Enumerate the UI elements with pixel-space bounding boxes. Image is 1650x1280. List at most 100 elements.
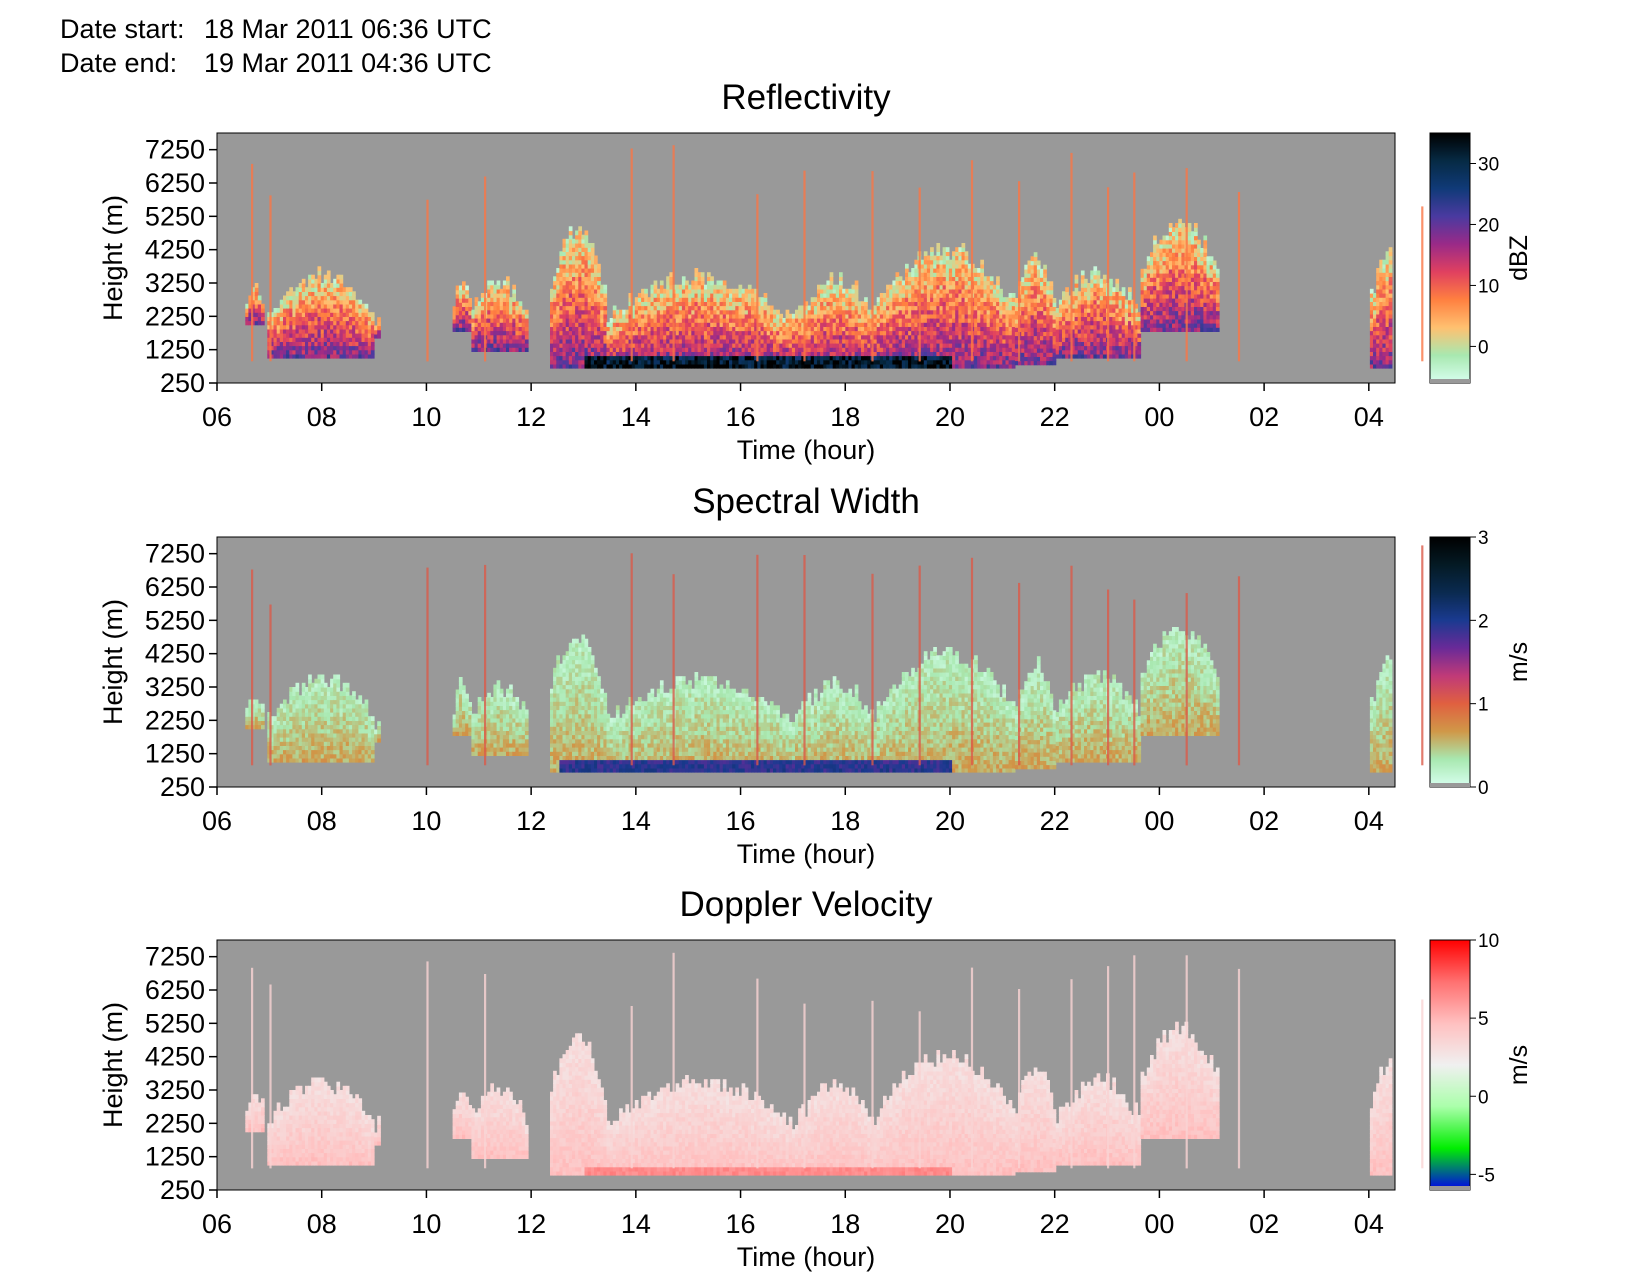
heatmap-cell (333, 299, 337, 305)
heatmap-cell (936, 318, 941, 323)
heatmap-cell (1046, 335, 1050, 341)
heatmap-cell (807, 347, 812, 352)
heatmap-cell (1099, 278, 1104, 284)
heatmap-cell (879, 309, 884, 315)
heatmap-cell (732, 288, 736, 294)
heatmap-cell (273, 308, 278, 313)
heatmap-cell (1027, 348, 1032, 353)
heatmap-cell (323, 353, 328, 359)
heatmap-cell (829, 334, 834, 340)
heatmap-cell (1055, 312, 1060, 317)
heatmap-cell (864, 363, 868, 369)
heatmap-cell (817, 322, 821, 327)
heatmap-cell (895, 343, 900, 348)
heatmap-cell (1071, 299, 1076, 305)
heatmap-cell (656, 305, 661, 311)
heatmap-cell (572, 322, 576, 327)
heatmap-cell (1033, 285, 1038, 291)
heatmap-cell (710, 334, 714, 340)
heatmap-cell (744, 309, 749, 315)
heatmap-cell (311, 278, 315, 284)
heatmap-cell (1084, 353, 1088, 359)
heatmap-cell (735, 297, 739, 302)
heatmap-cell (1134, 341, 1138, 347)
heatmap-cell (556, 276, 560, 282)
heatmap-cell (1090, 316, 1094, 322)
heatmap-cell (892, 343, 897, 348)
heatmap-cell (703, 313, 708, 319)
heatmap-cell (301, 349, 306, 355)
heatmap-cell (581, 238, 586, 244)
heatmap-cell (889, 363, 893, 369)
heatmap-cell (1109, 353, 1113, 359)
heatmap-cell (782, 330, 787, 336)
heatmap-cell (562, 326, 567, 332)
heatmap-cell (1008, 334, 1013, 340)
heatmap-cell (364, 320, 369, 326)
heatmap-cell (842, 338, 846, 344)
heatmap-cell (518, 318, 523, 323)
heatmap-cell (842, 322, 846, 327)
heatmap-cell (1162, 289, 1167, 295)
heatmap-cell (996, 322, 1000, 327)
heatmap-cell (1033, 289, 1038, 295)
heatmap-cell (948, 351, 953, 357)
heatmap-cell (597, 313, 601, 319)
heatmap-cell (597, 330, 601, 336)
heatmap-cell (1121, 333, 1126, 338)
heatmap-cell (578, 330, 582, 336)
heatmap-cell (1071, 320, 1076, 326)
heatmap-cell (729, 359, 733, 365)
heatmap-cell (1153, 281, 1157, 287)
heatmap-cell (669, 363, 674, 369)
heatmap-cell (1131, 349, 1135, 355)
heatmap-cell (468, 298, 472, 303)
heatmap-cell (832, 338, 837, 344)
heatmap-cell (1118, 341, 1123, 347)
heatmap-cell (370, 341, 375, 347)
heatmap-cell (251, 303, 256, 309)
heatmap-cell (556, 363, 560, 369)
heatmap-cell (926, 284, 931, 290)
heatmap-cell (1090, 303, 1094, 309)
heatmap-cell (578, 263, 582, 269)
heatmap-cell (663, 297, 667, 302)
heatmap-cell (996, 297, 1000, 302)
heatmap-cell (625, 322, 630, 327)
heatmap-cell (578, 305, 582, 311)
heatmap-cell (700, 318, 705, 323)
heatmap-cell (967, 293, 972, 298)
heatmap-cell (857, 359, 862, 365)
heatmap-cell (669, 301, 674, 307)
heatmap-cell (1109, 341, 1113, 347)
heatmap-cell (568, 351, 573, 357)
heatmap-cell (515, 330, 520, 336)
heatmap-cell (672, 359, 677, 365)
heatmap-cell (776, 330, 780, 336)
heatmap-cell (462, 327, 466, 332)
heatmap-cell (905, 363, 909, 369)
heatmap-cell (364, 333, 369, 338)
heatmap-cell (867, 322, 871, 327)
heatmap-cell (323, 299, 328, 305)
heatmap-cell (1011, 347, 1016, 352)
heatmap-cell (1131, 312, 1135, 317)
heatmap-cell (556, 280, 560, 286)
heatmap-cell (977, 297, 981, 302)
heatmap-cell (813, 309, 818, 315)
heatmap-cell (355, 299, 359, 305)
heatmap-cell (572, 259, 576, 265)
heatmap-cell (283, 349, 287, 355)
heatmap-cell (710, 280, 714, 286)
heatmap-cell (992, 326, 997, 332)
heatmap-cell (1162, 298, 1167, 303)
heatmap-cell (647, 334, 652, 340)
heatmap-cell (876, 363, 881, 369)
heatmap-cell (842, 347, 846, 352)
heatmap-cell (735, 347, 739, 352)
heatmap-cell (980, 326, 984, 332)
heatmap-cell (713, 293, 717, 298)
heatmap-cell (691, 284, 695, 290)
heatmap-cell (732, 326, 736, 332)
heatmap-cell (590, 263, 595, 269)
